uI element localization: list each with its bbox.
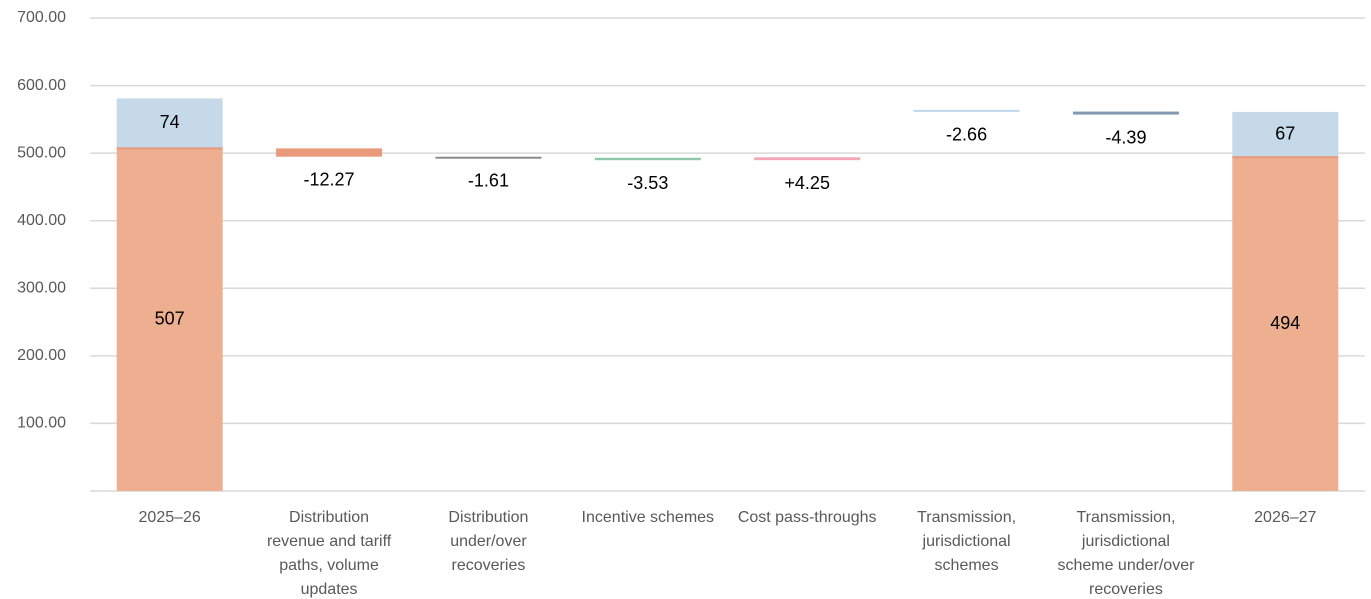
category-label: updates — [301, 581, 358, 598]
category-label: schemes — [935, 557, 999, 574]
data-label: -12.27 — [304, 169, 355, 189]
change-bar — [594, 157, 701, 161]
category-label: Transmission, — [1076, 509, 1175, 526]
y-tick-label: 700.00 — [17, 9, 66, 26]
category-label: Distribution — [448, 509, 528, 526]
y-tick-label: 100.00 — [17, 415, 66, 432]
category-label: 2025–26 — [139, 509, 201, 526]
y-tick-label: 300.00 — [17, 280, 66, 297]
data-label: 494 — [1270, 313, 1300, 333]
change-bar — [276, 148, 383, 157]
data-label: -1.61 — [468, 171, 509, 191]
bar-transmission — [1232, 111, 1339, 158]
change-bar — [754, 157, 861, 161]
category-label: scheme under/over — [1057, 557, 1195, 574]
data-label: -2.66 — [946, 124, 987, 144]
category-label: Cost pass-throughs — [738, 509, 877, 526]
category-label: Incentive schemes — [582, 509, 715, 526]
data-label: +4.25 — [784, 173, 830, 193]
category-label: Transmission, — [917, 509, 1016, 526]
data-label: 67 — [1275, 123, 1295, 143]
category-label: jurisdictional — [922, 533, 1011, 550]
change-bar — [435, 156, 542, 159]
y-tick-label: 200.00 — [17, 347, 66, 364]
y-tick-label: 400.00 — [17, 212, 66, 229]
change-bar — [1072, 111, 1179, 115]
category-label: paths, volume — [279, 557, 379, 574]
category-label: 2026–27 — [1254, 509, 1316, 526]
bar-transmission — [116, 98, 223, 149]
category-label: under/over — [450, 533, 527, 550]
category-label: Distribution — [289, 509, 369, 526]
change-bar — [913, 109, 1020, 112]
bar-distribution — [1232, 157, 1339, 491]
y-tick-label: 500.00 — [17, 144, 66, 161]
bar-distribution — [116, 148, 223, 492]
category-label: recoveries — [452, 557, 526, 574]
data-label: 74 — [160, 112, 180, 132]
category-label: jurisdictional — [1081, 533, 1170, 550]
y-tick-label: 600.00 — [17, 77, 66, 94]
category-label: revenue and tariff — [267, 533, 392, 550]
data-label: -4.39 — [1105, 127, 1146, 147]
data-label: -3.53 — [627, 173, 668, 193]
data-label: 507 — [155, 308, 185, 328]
category-label: recoveries — [1089, 581, 1163, 598]
